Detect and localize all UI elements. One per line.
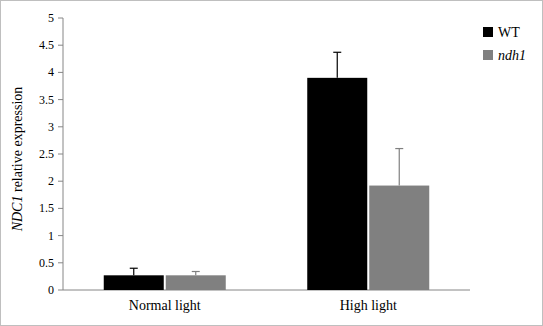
y-tick: [58, 126, 63, 127]
y-tick: [58, 72, 63, 73]
bars: [104, 52, 430, 290]
y-tick: [58, 181, 63, 182]
y-tick: [58, 262, 63, 263]
y-tick-label: 5: [48, 11, 54, 25]
y-tick: [58, 45, 63, 46]
error-stem: [399, 149, 400, 186]
frame: [1, 1, 543, 326]
bar: [104, 275, 164, 290]
error-cap: [333, 52, 341, 53]
y-tick-label: 4: [48, 65, 54, 79]
legend-label: WT: [498, 25, 520, 40]
y-tick: [58, 290, 63, 291]
error-cap: [395, 148, 403, 149]
y-tick: [58, 208, 63, 209]
y-tick-label: 0: [48, 283, 54, 297]
error-bar: [333, 52, 341, 78]
y-tick-label: 1: [48, 229, 54, 243]
y-tick: [58, 235, 63, 236]
y-label-part: relative expression: [10, 87, 25, 196]
y-tick: [58, 18, 63, 19]
x-tick-label: High light: [340, 298, 397, 313]
y-tick-label: 0.5: [39, 256, 54, 270]
error-bar: [130, 268, 138, 275]
error-bar: [192, 272, 200, 276]
y-tick-label: 4.5: [39, 38, 54, 52]
bar: [166, 275, 226, 290]
y-label-part: NDC1: [10, 196, 25, 233]
y-tick-label: 3.5: [39, 93, 54, 107]
error-cap: [130, 268, 138, 269]
legend-label: ndh1: [498, 48, 526, 63]
y-tick-label: 2: [48, 174, 54, 188]
bar: [307, 78, 367, 290]
bar: [369, 186, 429, 290]
y-tick-label: 1.5: [39, 201, 54, 215]
y-tick: [58, 99, 63, 100]
y-axis-label: NDC1 relative expression: [10, 87, 25, 233]
legend-swatch: [483, 50, 493, 60]
y-tick: [58, 154, 63, 155]
legend-swatch: [483, 27, 493, 37]
error-stem: [337, 52, 338, 78]
chart-root: 0 0.5 1 1.5 2 2.5 3 3.5 4 4.5 5 NDC1 relative expre…: [0, 0, 543, 326]
y-tick-label: 2.5: [39, 147, 54, 161]
chart-svg: 0 0.5 1 1.5 2 2.5 3 3.5 4 4.5 5 NDC1 relative expre…: [0, 0, 543, 326]
error-bar: [395, 149, 403, 186]
error-stem: [133, 268, 134, 275]
y-tick-label: 3: [48, 120, 54, 134]
error-cap: [192, 271, 200, 272]
x-tick-label: Normal light: [129, 298, 201, 313]
